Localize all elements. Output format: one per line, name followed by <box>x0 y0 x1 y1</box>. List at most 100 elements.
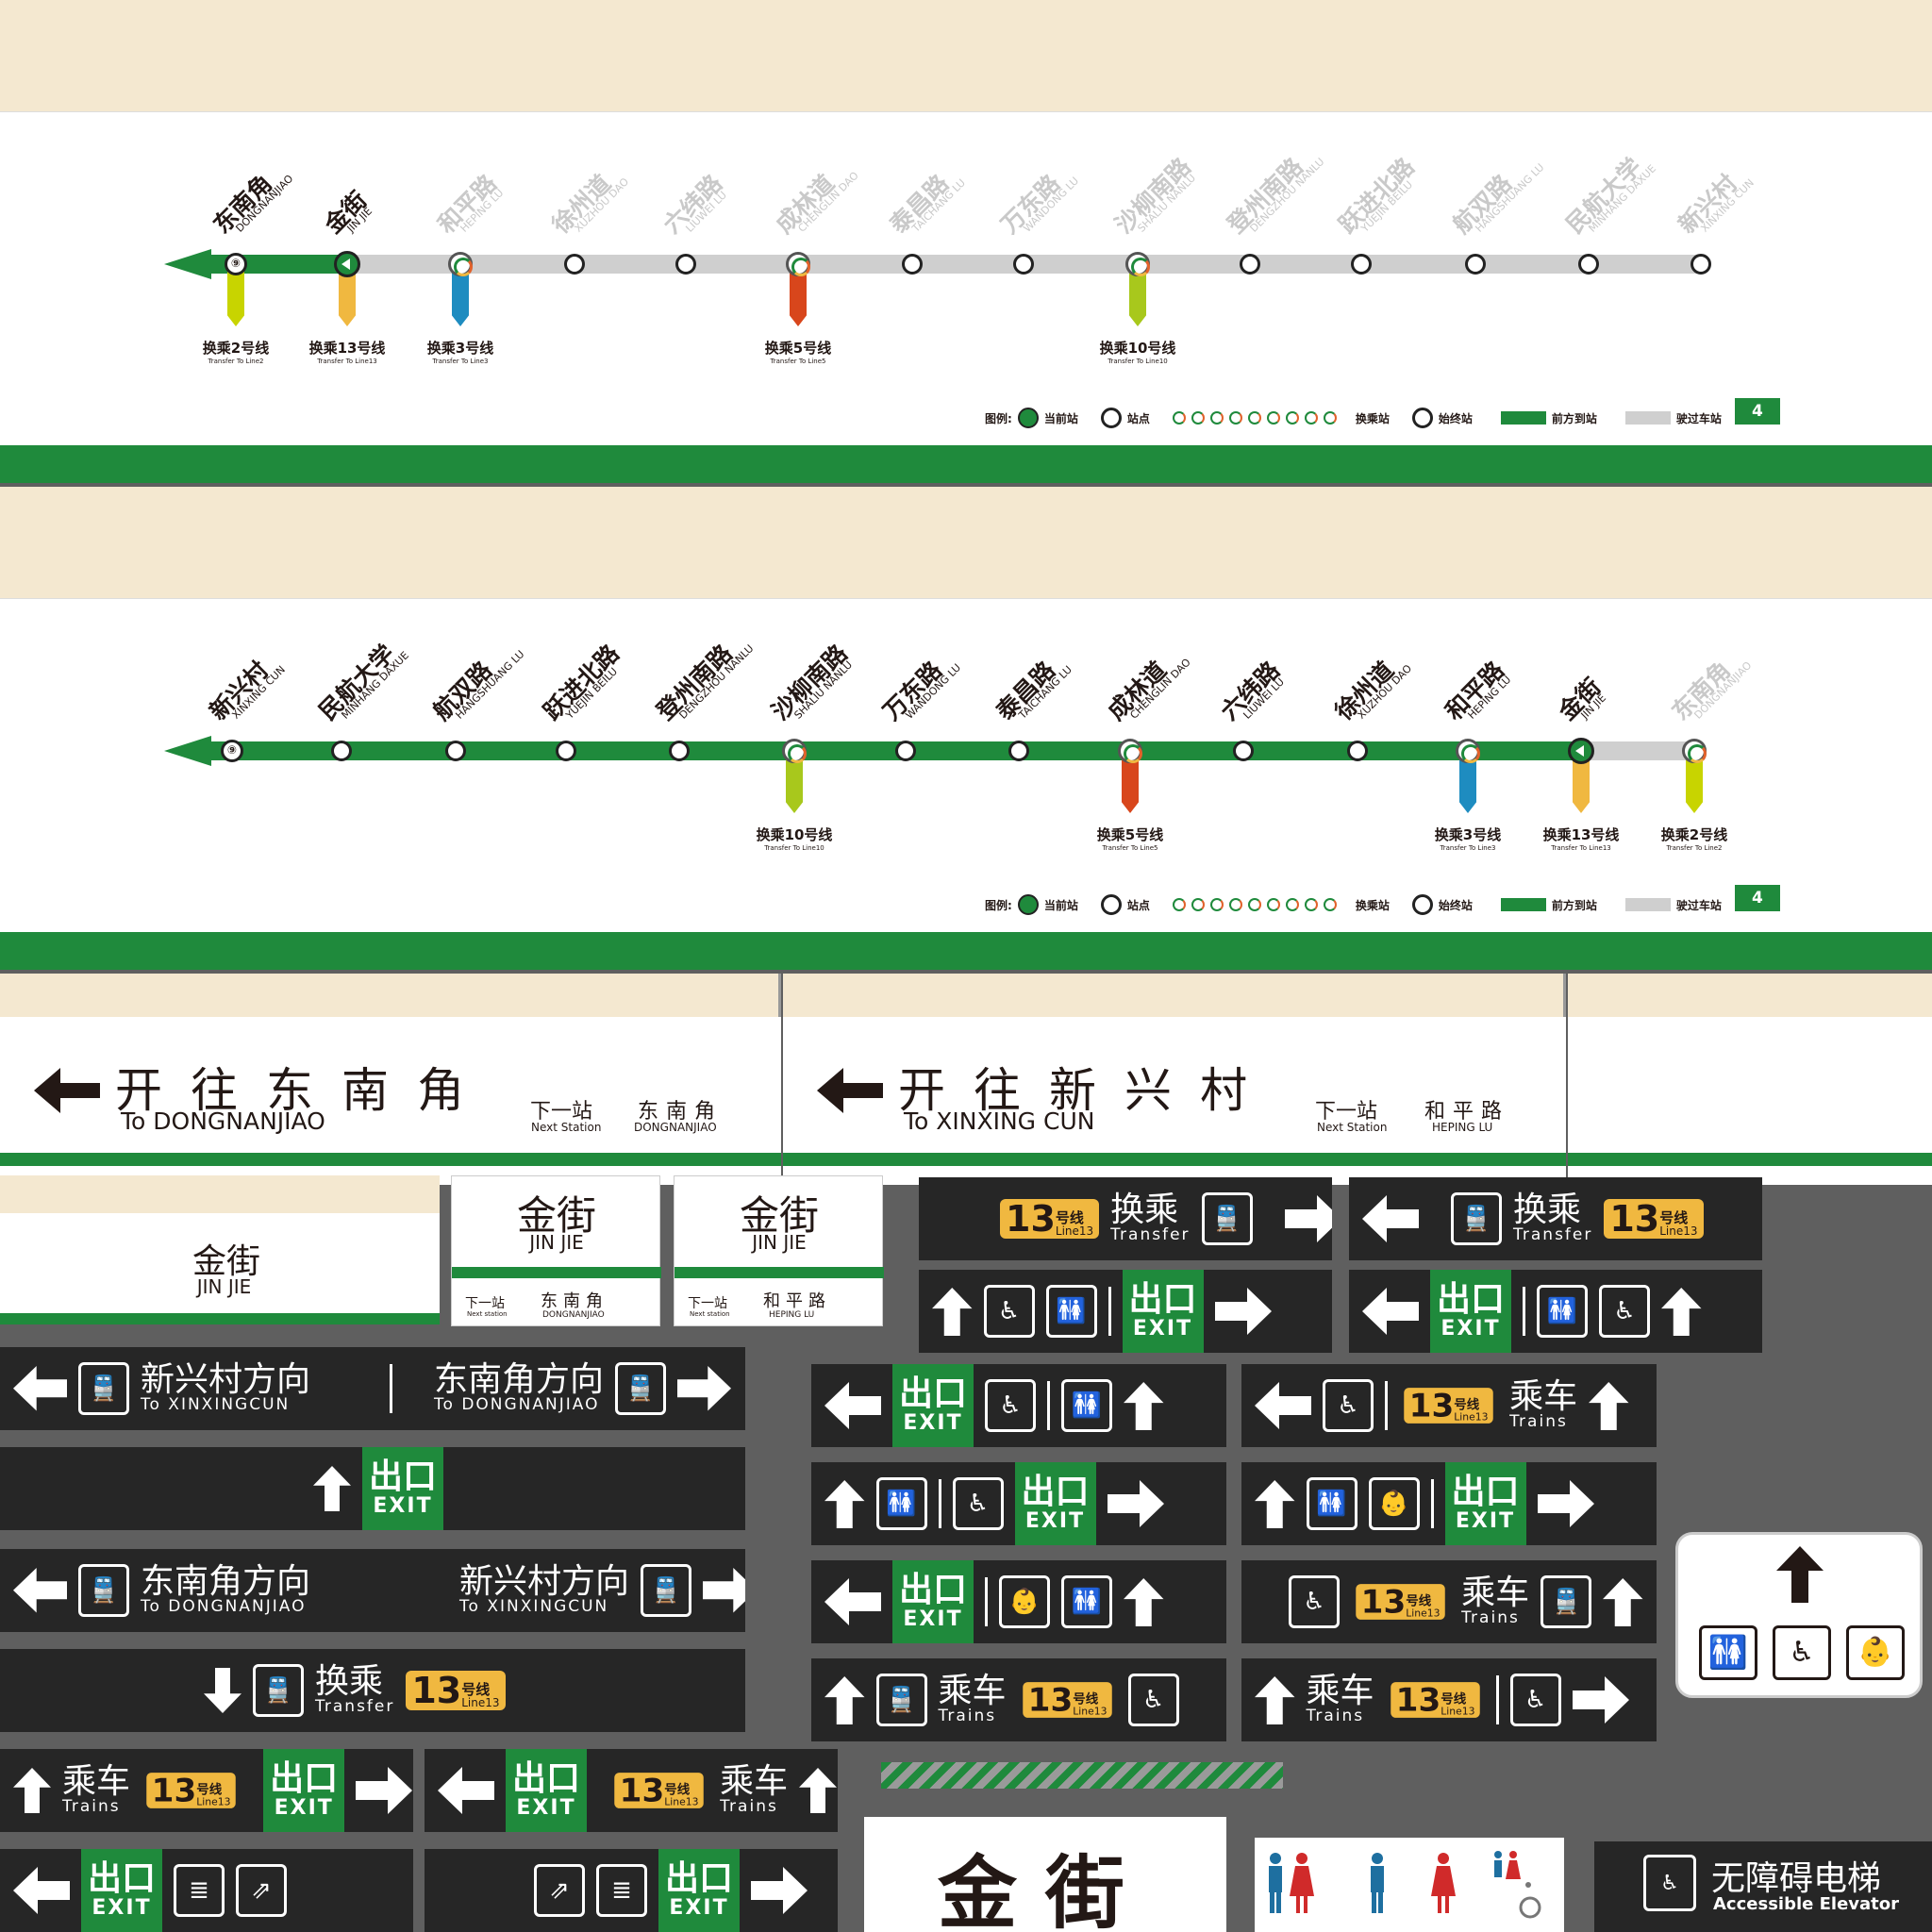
transfer-text-zh: 换乘 <box>315 1662 384 1702</box>
baby-care-icon: 👶 <box>999 1575 1050 1628</box>
arrow-up-icon <box>824 1479 865 1528</box>
direction-sign-1: 🚆 新兴村方向 To XINXINGCUN 东南角方向 To DONGNANJIAO 🚆 <box>0 1347 745 1430</box>
arrow-left-icon <box>13 1568 67 1613</box>
trains-text: 乘车 Trains <box>1509 1380 1577 1431</box>
transfer-ring-icon <box>1323 898 1337 911</box>
dongnan-direction-en: To DONGNANJIAO <box>141 1597 307 1617</box>
trains-text-en: Trains <box>938 1707 997 1726</box>
transfer-sign-right: 13 号线 Line13 换乘 Transfer 🚆 <box>919 1177 1332 1260</box>
woman-icon <box>1431 1853 1456 1913</box>
man-icon <box>1371 1853 1384 1913</box>
station-name-label: 东南角 DONGNANJIAO <box>1667 644 1755 730</box>
transfer-label: 换乘13号线 Transfer To Line13 <box>295 338 399 365</box>
hatch-strip <box>881 1762 1283 1789</box>
card-next-station: 和平路 <box>763 1291 831 1311</box>
train-icon: 🚆 <box>615 1362 667 1415</box>
dir-right-title: 开往新兴村 <box>898 1063 1275 1118</box>
line13-badge: 13 号线 Line13 <box>1604 1199 1704 1239</box>
separator <box>1523 1286 1525 1337</box>
transfer-label-zh: 换乘10号线 <box>1099 340 1176 357</box>
card-next-station-en: DONGNANJIAO <box>542 1310 605 1320</box>
transfer-down-sign: 🚆 换乘 Transfer 13 号线 Line13 <box>0 1649 745 1732</box>
exit-en: EXIT <box>669 1895 729 1920</box>
arrow-up-icon <box>1589 1381 1629 1430</box>
card-next-label: 下一站 <box>465 1296 505 1311</box>
trains-text-zh: 乘车 <box>1306 1672 1374 1711</box>
arrow-right-icon <box>1284 1195 1332 1242</box>
arrow-up-icon <box>932 1287 973 1336</box>
dongnan-direction-en: To DONGNANJIAO <box>434 1395 600 1415</box>
transfer-ring-icon <box>1209 411 1224 425</box>
arrow-left-icon <box>34 1068 100 1113</box>
train-icon: 🚆 <box>875 1674 927 1726</box>
accessible-toilet-icon: ♿ <box>1773 1625 1831 1680</box>
transfer-text-zh: 换乘 <box>1110 1191 1179 1230</box>
transfer-label: 换乘5号线 Transfer To Line5 <box>746 338 850 365</box>
trains-text-zh: 乘车 <box>62 1762 131 1802</box>
exit-zh: 出口 <box>1451 1472 1520 1511</box>
exit-zh: 出口 <box>511 1758 580 1798</box>
legend-current: 当前站 <box>1043 898 1078 912</box>
elevator-icon: ♿ <box>1509 1674 1561 1726</box>
arrow-up-icon <box>1776 1546 1824 1603</box>
station-name-label: 和平路 HEPING LU <box>1441 657 1514 730</box>
station-node <box>675 254 696 275</box>
station-name-label: 东南角 DONGNANJIAO <box>208 158 296 243</box>
station-node <box>331 741 352 761</box>
transfer-rings-icon <box>1172 898 1337 911</box>
trains-text-en: Trains <box>1461 1608 1520 1628</box>
arrow-right-icon <box>703 1568 745 1613</box>
line13-number: 13 <box>1395 1681 1441 1719</box>
station-name-zh: 航双路 <box>427 656 498 726</box>
arrow-left-icon <box>13 1867 70 1914</box>
station-node <box>445 741 466 761</box>
transfer-ring-icon <box>1191 411 1205 425</box>
exit-sign-m3: 出口 EXIT 👶 🚻 <box>811 1560 1226 1643</box>
arrow-right-icon <box>1537 1480 1594 1527</box>
xinxing-direction: 新兴村方向 To XINXINGCUN <box>459 1565 629 1616</box>
exit-escalator-r: ⇗ ≣ 出口 EXIT <box>425 1849 838 1932</box>
transfer-label-en: Transfer To Line5 <box>1102 844 1158 852</box>
exit-box: 出口 EXIT <box>362 1447 443 1530</box>
card-next-label-en: Next station <box>690 1310 730 1318</box>
line13-number: 13 <box>1006 1198 1056 1240</box>
station-name-label: 航双路 HANGSHUANG LU <box>427 633 527 730</box>
station-name-label: 泰昌路 TAICHANG LU <box>991 649 1074 730</box>
exit-zh: 出口 <box>87 1858 156 1898</box>
ahead-swatch <box>1500 898 1546 911</box>
train-icon: 🚆 <box>1451 1192 1502 1245</box>
arrow-up-icon <box>1255 1675 1295 1724</box>
separator <box>938 1478 941 1529</box>
station-card-a: 金街 JIN JIE 下一站 Next station 东南角 DONGNANJ… <box>451 1175 661 1326</box>
line13-en: Line13 <box>664 1795 699 1807</box>
dir-left-subtitle: To DONGNANJIAO <box>121 1108 325 1135</box>
transfer-station-node <box>1118 739 1142 763</box>
trains-text: 乘车 Trains <box>720 1765 788 1816</box>
station-name-label: 和平路 HEPING LU <box>433 170 507 243</box>
station-node <box>902 254 923 275</box>
exit-sign-right: ♿ 🚻 出口 EXIT <box>919 1270 1332 1353</box>
exit-en: EXIT <box>903 1410 963 1435</box>
arrow-right-icon <box>751 1867 808 1914</box>
station-name-label: 六纬路 LIUWEI LU <box>1216 657 1290 730</box>
facility-board: 🚻 ♿ 👶 <box>1675 1532 1923 1698</box>
transfer-label: 换乘2号线 Transfer To Line2 <box>184 338 288 365</box>
exit-box: 出口 EXIT <box>81 1849 162 1932</box>
station-name-label: 泰昌路 TAICHANG LU <box>885 162 968 243</box>
transfer-label-en: Transfer To Line10 <box>1108 358 1168 365</box>
line13-zh: 号线 <box>1659 1209 1689 1226</box>
elevator-icon: ♿ <box>1323 1379 1374 1432</box>
transfer-ring-icon <box>1285 898 1299 911</box>
transfer-pin <box>339 272 356 326</box>
transfer-ring-icon <box>1209 898 1224 911</box>
station-node <box>669 741 690 761</box>
arrow-right-icon <box>1572 1676 1629 1724</box>
exit-up-sign: 出口 EXIT <box>0 1447 745 1530</box>
station-node <box>1233 741 1254 761</box>
transfer-label-zh: 换乘3号线 <box>426 340 494 357</box>
transfer-ring-icon <box>1304 411 1318 425</box>
transfer-ring-icon <box>1228 411 1242 425</box>
legend-transfer: 换乘站 <box>1355 411 1390 425</box>
transfer-ring-icon <box>1304 898 1318 911</box>
transfer-pin <box>1459 758 1476 813</box>
